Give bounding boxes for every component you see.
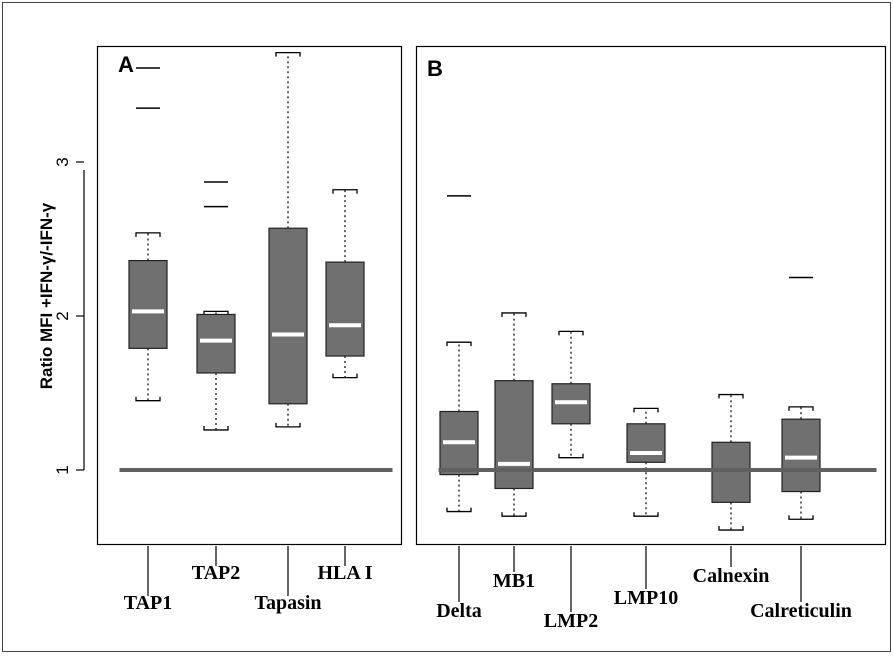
panel-a-label: A — [118, 52, 134, 77]
lower-whisker-cap — [501, 512, 527, 517]
box-calreticulin — [781, 276, 821, 520]
lower-whisker-cap — [558, 453, 584, 459]
lower-whisker-cap — [332, 373, 358, 379]
y-axis-label: Ratio MFI +IFN-γ/-IFN-γ — [37, 202, 56, 389]
panel-b-plot — [438, 195, 877, 531]
category-label-mb1: MB1 — [493, 570, 535, 592]
category-label-lmp10: LMP10 — [614, 587, 678, 609]
upper-whisker-cap — [332, 189, 358, 194]
box-iqr — [711, 441, 751, 503]
box-iqr — [128, 259, 168, 349]
category-label-tap1: TAP1 — [124, 592, 173, 614]
lower-whisker-cap — [718, 526, 744, 531]
lower-whisker-cap — [135, 396, 161, 402]
box-tap2 — [196, 181, 236, 431]
upper-whisker-cap — [633, 407, 659, 413]
panel-b-frame — [415, 45, 887, 546]
box-iqr — [781, 418, 821, 493]
box-iqr — [268, 227, 308, 405]
lower-whisker-cap — [788, 515, 814, 520]
category-label-hla-i: HLA I — [317, 562, 372, 584]
upper-whisker-cap — [275, 52, 301, 57]
y-tick-label: 2 — [53, 311, 72, 320]
upper-whisker-cap — [135, 232, 161, 237]
box-mb1 — [494, 312, 534, 517]
box-delta — [439, 195, 479, 513]
box-iqr — [325, 261, 365, 357]
panel-a-plot — [119, 52, 393, 472]
lower-whisker-cap — [203, 425, 229, 431]
y-tick-label: 1 — [53, 465, 72, 474]
box-calnexin — [711, 393, 751, 531]
category-label-delta: Delta — [436, 600, 482, 622]
upper-whisker-cap — [558, 330, 584, 336]
lower-whisker-cap — [446, 507, 472, 513]
panel-a-frame — [96, 45, 403, 546]
box-lmp10 — [626, 407, 666, 517]
y-ticks: 1 2 3 — [53, 157, 84, 475]
upper-whisker-cap — [501, 312, 527, 317]
lower-whisker-cap — [275, 422, 301, 428]
upper-whisker-cap — [788, 406, 814, 411]
category-labels: TAP1 TAP2 Tapasin HLA I Delta MB1 LMP2 LMP10 Cal… — [124, 546, 852, 632]
category-label-calreticulin: Calreticulin — [750, 600, 852, 622]
box-iqr — [626, 423, 666, 463]
box-tapasin — [268, 52, 308, 428]
upper-whisker-cap — [446, 341, 472, 347]
category-label-calnexin: Calnexin — [693, 565, 770, 587]
box-iqr — [196, 313, 236, 374]
box-tap1 — [128, 67, 168, 402]
y-tick-label: 3 — [53, 157, 72, 166]
upper-whisker-cap — [718, 393, 744, 399]
lower-whisker-cap — [633, 512, 659, 517]
box-lmp2 — [551, 330, 591, 459]
box-iqr — [494, 380, 534, 490]
upper-whisker-cap — [203, 310, 229, 316]
category-label-tap2: TAP2 — [192, 562, 241, 584]
category-label-lmp2: LMP2 — [544, 610, 598, 632]
category-label-tapasin: Tapasin — [254, 592, 321, 614]
box-hla-i — [325, 189, 365, 379]
panel-b-label: B — [427, 56, 443, 81]
